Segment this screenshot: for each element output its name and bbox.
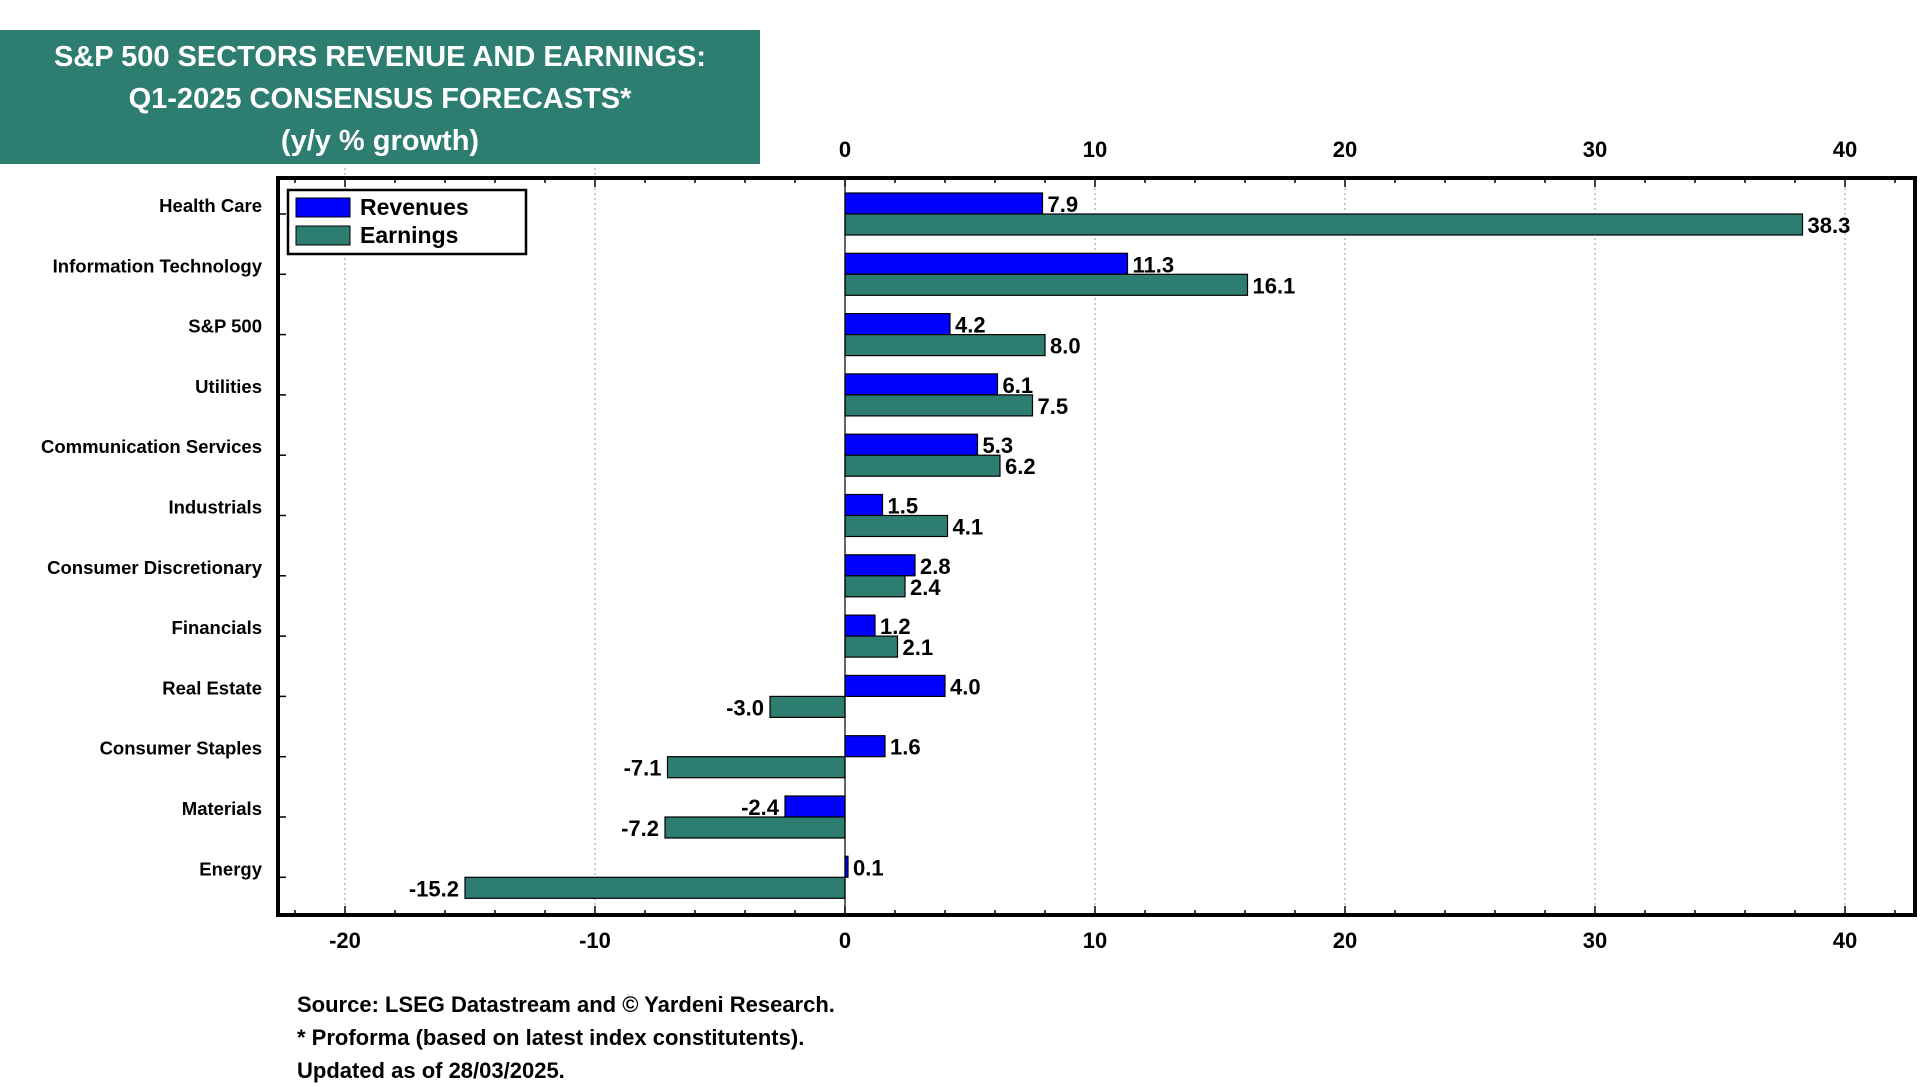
revenues-bar [844, 313, 951, 336]
category-label: Utilities [195, 376, 262, 397]
revenues-data-label: 1.5 [888, 494, 919, 519]
revenues-data-label: 11.3 [1133, 252, 1175, 277]
data-labels: 7.938.311.316.14.28.06.17.55.36.21.54.12… [409, 192, 1850, 901]
earnings-data-label: 2.1 [903, 635, 934, 660]
revenues-data-label: -2.4 [741, 795, 780, 820]
earnings-bar [844, 454, 1001, 477]
revenues-data-label: 4.0 [950, 674, 981, 699]
earnings-bar [464, 876, 846, 899]
earnings-data-label: -7.2 [621, 816, 659, 841]
axis-ticks: -20 -10 0 10 20 30 40 0 10 20 30 40 [294, 137, 1896, 953]
chart-title-line-1: S&P 500 SECTORS REVENUE AND EARNINGS: [53, 41, 707, 73]
x-tick-label-top: 20 [1333, 137, 1357, 162]
proforma-footnote: * Proforma (based on latest index consti… [297, 1025, 805, 1050]
plot-frame [276, 176, 1917, 917]
legend-label-revenues: Revenues [360, 194, 469, 220]
category-label: Materials [182, 798, 262, 819]
source-note: Source: LSEG Datastream and © Yardeni Re… [297, 992, 835, 1017]
revenues-data-label: 1.6 [890, 735, 921, 760]
revenues-data-label: 4.2 [955, 313, 986, 338]
x-tick-label-top: 0 [839, 137, 851, 162]
earnings-data-label: 2.4 [910, 575, 941, 600]
x-tick-label-bottom: -10 [579, 928, 611, 953]
category-label: Industrials [168, 497, 262, 518]
earnings-data-label: 38.3 [1808, 213, 1851, 238]
x-tick-label-bottom: -20 [329, 928, 361, 953]
earnings-bar [666, 756, 846, 779]
category-label: Communication Services [41, 436, 262, 457]
revenues-bar [844, 192, 1044, 215]
revenues-bar [844, 433, 979, 456]
x-tick-label-top: 30 [1583, 137, 1607, 162]
earnings-data-label: 6.2 [1005, 454, 1036, 479]
earnings-data-label: -15.2 [409, 876, 459, 901]
revenues-data-label: 5.3 [983, 433, 1014, 458]
earnings-bar [844, 394, 1034, 417]
category-labels: Health Care Information Technology S&P 500… [41, 195, 286, 879]
earnings-bar [844, 334, 1046, 357]
x-tick-label-bottom: 20 [1333, 928, 1357, 953]
chart-notes: Source: LSEG Datastream and © Yardeni Re… [297, 988, 835, 1087]
x-tick-label-bottom: 0 [839, 928, 851, 953]
earnings-bar [769, 695, 846, 719]
revenues-data-label: 2.8 [920, 554, 951, 579]
earnings-bar [664, 816, 846, 839]
revenues-bar [844, 614, 876, 637]
revenues-bar [844, 554, 916, 577]
earnings-data-label: 16.1 [1253, 273, 1296, 298]
legend: Revenues Earnings [286, 188, 528, 256]
chart-title-line-2: Q1-2025 CONSENSUS FORECASTS* [128, 83, 632, 115]
legend-swatch-earnings [295, 225, 351, 246]
revenues-bar [844, 373, 999, 396]
revenues-data-label: 0.1 [853, 855, 884, 880]
category-label: S&P 500 [188, 316, 262, 337]
revenues-data-label: 1.2 [880, 614, 911, 639]
x-tick-label-bottom: 10 [1083, 928, 1107, 953]
updated-note: Updated as of 28/03/2025. [297, 1058, 565, 1083]
gridlines [344, 168, 1846, 915]
revenues-data-label: 6.1 [1003, 373, 1034, 398]
revenues-bar [844, 493, 884, 517]
category-label: Consumer Staples [100, 738, 262, 759]
bars [464, 192, 1804, 899]
category-label: Health Care [159, 195, 262, 216]
category-label: Consumer Discretionary [47, 557, 263, 578]
revenues-bar [844, 735, 886, 758]
earnings-bar [844, 635, 899, 658]
revenues-bar [844, 674, 946, 698]
earnings-data-label: 8.0 [1050, 334, 1081, 359]
x-tick-label-top: 10 [1083, 137, 1107, 162]
earnings-data-label: 4.1 [953, 515, 984, 540]
category-label: Financials [172, 617, 262, 638]
legend-swatch-revenues [295, 197, 351, 218]
chart-subtitle: (y/y % growth) [280, 125, 480, 157]
revenues-data-label: 7.9 [1048, 192, 1079, 217]
x-tick-label-bottom: 30 [1583, 928, 1607, 953]
revenues-bar [784, 795, 846, 818]
earnings-bar [844, 575, 906, 598]
x-tick-label-top: 40 [1833, 137, 1857, 162]
category-label: Information Technology [53, 255, 263, 276]
x-tick-label-bottom: 40 [1833, 928, 1857, 953]
earnings-data-label: -7.1 [624, 756, 662, 781]
earnings-bar [844, 273, 1249, 296]
earnings-data-label: 7.5 [1038, 394, 1069, 419]
category-label: Energy [199, 858, 262, 879]
earnings-bar [844, 213, 1804, 236]
category-label: Real Estate [162, 677, 262, 698]
revenues-bar [844, 252, 1129, 275]
earnings-data-label: -3.0 [726, 695, 764, 720]
legend-label-earnings: Earnings [360, 222, 458, 248]
chart-title-box: S&P 500 SECTORS REVENUE AND EARNINGS: Q1… [0, 30, 760, 164]
earnings-bar [844, 514, 949, 538]
